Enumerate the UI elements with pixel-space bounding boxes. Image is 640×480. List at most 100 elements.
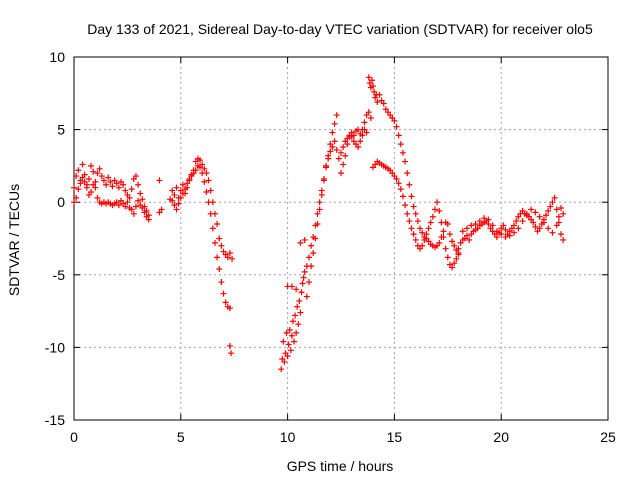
data-point [493,234,500,241]
data-point [404,170,411,177]
data-point [226,305,233,312]
data-point [368,77,375,84]
data-point [440,228,447,235]
chart-title: Day 133 of 2021, Sidereal Day-to-day VTE… [87,21,593,37]
data-point [481,215,488,222]
x-tick-label: 15 [387,429,403,445]
data-point [303,293,310,300]
data-point [169,187,176,194]
data-point [289,318,296,325]
data-point [370,83,377,90]
data-point [216,235,223,242]
data-point [410,203,417,210]
series-track-h [365,109,462,271]
data-point [284,353,291,360]
data-point [468,222,475,229]
data-point [286,326,293,333]
data-point [207,187,214,194]
data-point [158,206,165,213]
data-point [135,181,142,188]
data-point [442,245,449,252]
data-point [115,184,122,191]
data-point [135,197,142,204]
x-tick-label: 0 [70,429,78,445]
data-point [199,170,206,177]
data-point [305,279,312,286]
x-tick-label: 10 [280,429,296,445]
data-point [397,186,404,193]
data-point [444,220,451,227]
data-point [299,280,306,287]
data-point [513,218,520,225]
data-point [451,260,458,267]
data-point [367,114,374,121]
data-point [553,206,560,213]
data-point [414,218,421,225]
data-point [297,309,304,316]
data-point [464,225,471,232]
data-point [77,180,84,187]
data-point [75,186,82,193]
data-point [489,222,496,229]
data-point [79,174,86,181]
data-point [192,167,199,174]
data-point [105,174,112,181]
y-tick-label: 0 [57,194,65,210]
data-point [126,194,133,201]
data-point [115,202,122,209]
data-point [285,341,292,348]
data-point [511,229,518,236]
data-point [156,177,163,184]
data-point [493,228,500,235]
data-point [547,203,554,210]
y-tick-labels: -15 -10 -5 0 5 10 [45,49,65,428]
y-tick-label: -10 [45,339,65,355]
data-point [83,184,90,191]
data-point [540,219,547,226]
data-point [419,229,426,236]
data-point [179,181,186,188]
data-point [314,210,321,217]
x-axis-label: GPS time / hours [287,458,394,474]
data-point [201,178,208,185]
data-point [139,205,146,212]
data-point [120,181,127,188]
series-track-a [71,161,152,219]
data-point [209,225,216,232]
y-tick-label: -15 [45,412,65,428]
data-point [451,242,458,249]
data-point [197,157,204,164]
data-point [71,199,77,206]
data-point [340,161,347,168]
data-point [519,218,526,225]
data-point [455,245,462,252]
data-point [94,170,101,177]
data-point [331,138,338,145]
data-point [438,219,445,226]
data-point [229,255,236,262]
data-point [94,194,101,201]
data-point [294,303,301,310]
data-point [372,94,379,101]
data-point [281,358,288,365]
data-point [511,222,518,229]
x-tick-label: 25 [600,429,616,445]
data-point [218,242,225,249]
data-point [327,148,334,155]
data-point [558,205,565,212]
data-point [395,132,402,139]
data-point [141,209,148,216]
data-point [436,207,443,214]
data-point [291,338,298,345]
data-point [323,162,330,169]
data-point [453,255,460,262]
data-point [399,149,406,156]
data-point [224,254,231,261]
data-point [331,120,338,127]
data-point [333,146,340,153]
axis-ticks [73,56,609,421]
data-point [410,231,417,238]
data-point [498,231,505,238]
series-track-j [459,205,567,241]
data-point [417,225,424,232]
